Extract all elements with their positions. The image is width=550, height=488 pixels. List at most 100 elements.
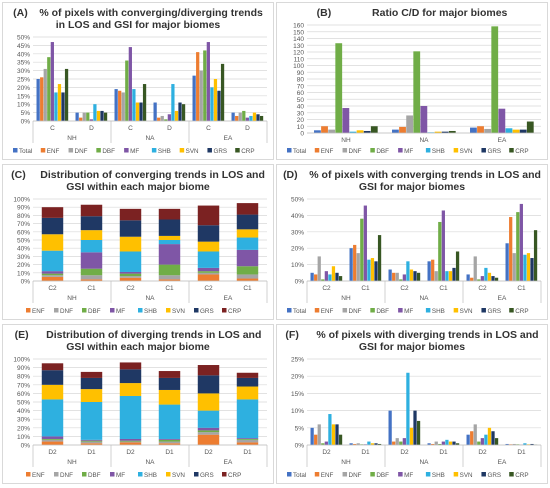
bar-dnf-d1 (159, 442, 180, 444)
bar-shb-c2 (484, 268, 487, 281)
x-tick-label: C1 (439, 285, 448, 292)
bar-crp-c1 (237, 203, 258, 214)
legend-label: SVN (172, 472, 185, 479)
chart-title: (F) % of pixels with diverging trends in… (285, 329, 538, 353)
bar-total-ea (470, 128, 477, 133)
legend-swatch (222, 308, 227, 313)
bar-grs-c1 (374, 261, 377, 281)
y-tick-label: 0 (300, 131, 304, 138)
bar-svn-nh (357, 130, 364, 133)
bar-svn-d2 (198, 393, 219, 410)
legend-label: DNF (60, 308, 73, 315)
legend-swatch (235, 148, 240, 153)
legend-label: Total (293, 308, 306, 315)
bar-total-d2 (389, 411, 392, 445)
legend-swatch (82, 472, 87, 477)
legend-label: ENF (32, 308, 45, 315)
bar-grs-c (61, 92, 64, 121)
bar-crp-c2 (198, 206, 219, 226)
bar-dnf-ea (484, 129, 491, 133)
bar-mf-c2 (120, 272, 141, 274)
bar-grs-c2 (120, 220, 141, 236)
bar-shb-c (210, 87, 213, 121)
bar-mf-c1 (442, 210, 445, 281)
bar-mf-d1 (237, 438, 258, 439)
bar-dbf-d (86, 113, 89, 121)
chart-title: (D) % of pixels with converging trends i… (283, 169, 541, 193)
bar-svn-c (136, 103, 139, 121)
legend-label: DNF (60, 472, 73, 479)
bar-svn-d1 (81, 389, 102, 402)
y-tick-label: 30% (17, 68, 30, 75)
legend-swatch (398, 308, 403, 313)
bar-svn-c1 (371, 258, 374, 281)
x-tick-label: D1 (517, 449, 526, 456)
y-tick-label: 10% (17, 102, 30, 109)
bar-crp-c (221, 64, 224, 121)
bar-shb-d2 (198, 411, 219, 428)
chart-svg: (B) Ratio C/D for major biomes0102030405… (277, 3, 547, 159)
x-tick-label: NH (341, 137, 351, 144)
bar-mf-d1 (159, 439, 180, 440)
x-tick-label: D (167, 125, 172, 132)
bar-svn-c1 (449, 271, 452, 281)
x-tick-label: D1 (87, 449, 96, 456)
y-tick-label: 25% (17, 77, 30, 84)
chart-panel-d: (D) % of pixels with converging trends i… (276, 164, 548, 320)
legend-label: SHB (144, 472, 157, 479)
chart-svg: (E) Distribution of diverging trends in … (3, 325, 273, 483)
bar-mf-c2 (325, 271, 328, 281)
y-tick-label: 10% (17, 434, 30, 441)
bar-dbf-c (203, 50, 206, 121)
bar-grs-c1 (237, 215, 258, 230)
bar-dbf-ea (491, 26, 498, 133)
y-tick-label: 70% (17, 221, 30, 228)
legend-swatch (509, 308, 514, 313)
legend-label: DBF (376, 472, 389, 479)
legend-swatch (166, 472, 171, 477)
legend-label: DBF (88, 472, 101, 479)
bar-enf-c2 (42, 277, 63, 281)
bar-crp-d1 (159, 371, 180, 378)
group-label: NA (145, 295, 155, 302)
bar-mf-c2 (403, 274, 406, 281)
legend-swatch (26, 472, 31, 477)
y-tick-label: 70 (297, 83, 305, 90)
bar-shb-c (132, 89, 135, 121)
bar-dnf-c1 (435, 271, 438, 281)
bar-crp-c1 (456, 251, 459, 281)
bar-shb-d1 (237, 399, 258, 438)
bar-dnf-d1 (81, 442, 102, 444)
bar-svn-c (214, 79, 217, 121)
y-tick-label: 50% (17, 400, 30, 407)
bar-grs-d2 (198, 375, 219, 393)
bar-grs-d2 (491, 431, 494, 445)
bar-dbf-d1 (159, 440, 180, 442)
y-tick-label: 50% (291, 197, 304, 204)
y-tick-label: 20% (17, 85, 30, 92)
bar-dnf-na (406, 115, 413, 133)
bar-crp-d2 (42, 363, 63, 370)
bar-enf-d (235, 116, 238, 121)
bar-dbf-c2 (42, 274, 63, 276)
chart-panel-e: (E) Distribution of diverging trends in … (2, 324, 274, 484)
bar-dnf-d2 (396, 438, 399, 445)
x-tick-label: D1 (361, 449, 370, 456)
legend-swatch (343, 148, 348, 153)
legend-label: MF (130, 148, 139, 155)
bar-svn-d1 (449, 442, 452, 445)
bar-dnf-d (83, 113, 86, 121)
bar-shb-c1 (159, 240, 180, 244)
y-tick-label: 50 (297, 97, 305, 104)
bar-mf-c (207, 42, 210, 121)
bar-enf-d2 (314, 435, 317, 445)
bar-crp-d (104, 113, 107, 121)
y-tick-label: 30% (291, 229, 304, 236)
bar-grs-c (139, 103, 142, 121)
bar-enf-c1 (353, 245, 356, 281)
x-tick-label: D1 (165, 449, 174, 456)
legend-swatch (481, 308, 486, 313)
legend-swatch (222, 472, 227, 477)
bar-crp-d2 (339, 435, 342, 445)
